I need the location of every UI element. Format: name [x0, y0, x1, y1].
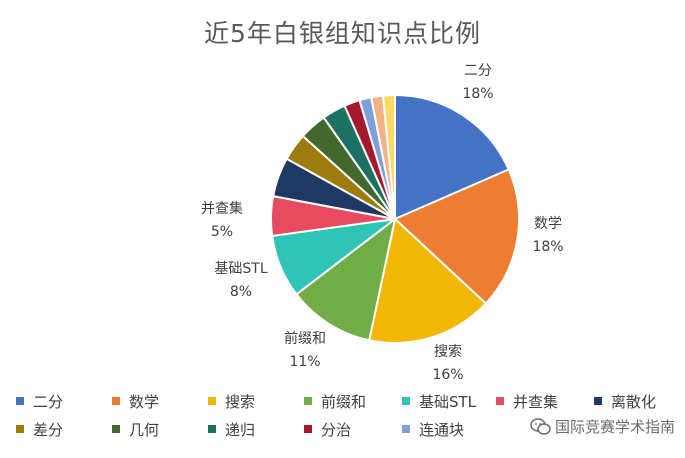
chart-title: 近5年白银组知识点比例 [204, 19, 481, 48]
legend-swatch [112, 397, 120, 405]
slice-label-percent: 11% [289, 354, 320, 370]
legend-item: 离散化 [594, 390, 656, 412]
legend-swatch [496, 397, 504, 405]
legend-row: 差分 几何 递归 分治 连通块 [16, 418, 676, 446]
slice-label-percent: 16% [432, 367, 463, 383]
slice-label-name: 前缀和 [284, 330, 326, 347]
legend-swatch [402, 397, 410, 405]
legend-label: 二分 [33, 392, 64, 411]
legend-swatch [16, 397, 24, 405]
legend-label: 基础STL [419, 392, 477, 411]
slice-label-name: 基础STL [214, 260, 267, 277]
legend-label: 连通块 [419, 420, 465, 439]
legend-item: 分治 [304, 418, 351, 440]
legend-label: 数学 [129, 392, 160, 411]
legend-label: 前缀和 [321, 392, 367, 411]
legend-label: 并查集 [513, 392, 559, 411]
legend-swatch [402, 425, 410, 433]
legend-label: 搜索 [225, 392, 256, 411]
legend-label: 差分 [33, 420, 64, 439]
slice-label-percent: 18% [532, 239, 563, 255]
legend-item: 基础STL [402, 390, 476, 412]
legend-item: 二分 [16, 390, 63, 412]
legend-item: 数学 [112, 390, 159, 412]
slice-label-name: 二分 [464, 63, 492, 79]
slice-label-name: 数学 [534, 216, 562, 232]
legend-label: 离散化 [611, 392, 657, 411]
pie-slice [368, 217, 488, 344]
pie-slice [394, 93, 510, 221]
wechat-icon [530, 417, 551, 435]
legend-item: 连通块 [402, 418, 464, 440]
slice-label-name: 搜索 [434, 343, 462, 360]
legend-swatch [16, 425, 24, 433]
legend-swatch [112, 425, 120, 433]
legend-item: 并查集 [496, 390, 558, 412]
chart-legend: 二分 数学 搜索 前缀和 基础STL 并查集 离散化差分 几何 递归 分治 连通块 [16, 390, 676, 446]
legend-item: 差分 [16, 418, 63, 440]
pie-slice [381, 93, 396, 220]
legend-swatch [208, 397, 216, 405]
legend-item: 递归 [208, 418, 255, 440]
legend-item: 前缀和 [304, 390, 366, 412]
watermark-text: 国际竞赛学术指南 [554, 418, 675, 436]
legend-swatch [594, 397, 602, 405]
legend-swatch [304, 397, 312, 405]
slice-label-percent: 8% [230, 284, 252, 300]
legend-swatch [208, 425, 216, 433]
slice-label-percent: 5% [211, 224, 233, 240]
legend-label: 递归 [225, 420, 256, 439]
slice-label-percent: 18% [462, 86, 493, 102]
watermark: 国际竞赛学术指南 [529, 416, 675, 437]
pie-slice [393, 168, 520, 305]
legend-item: 几何 [112, 418, 159, 440]
legend-label: 几何 [129, 420, 160, 439]
legend-label: 分治 [321, 420, 352, 439]
pie-slice [295, 216, 397, 342]
legend-item: 搜索 [208, 390, 255, 412]
slice-label-name: 并查集 [201, 200, 243, 217]
legend-swatch [304, 425, 312, 433]
legend-row: 二分 数学 搜索 前缀和 基础STL 并查集 离散化 [16, 390, 676, 418]
